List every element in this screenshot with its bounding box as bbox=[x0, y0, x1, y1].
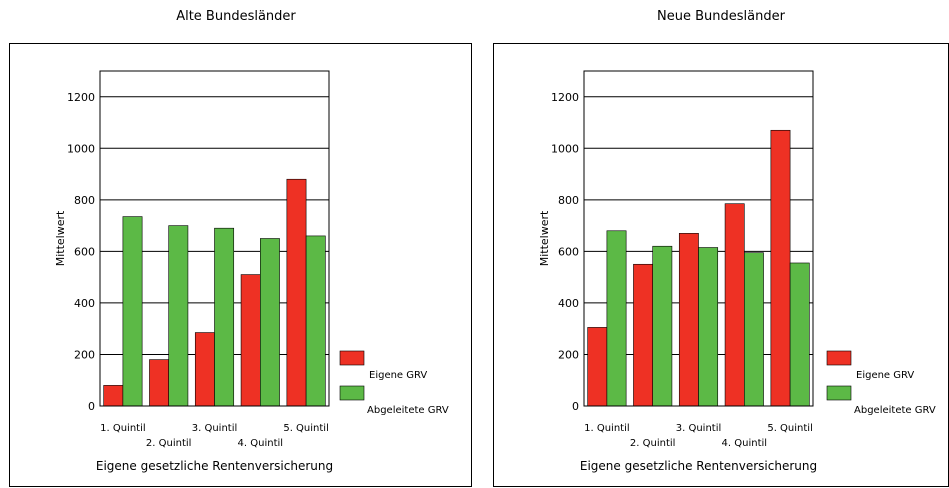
x-tick-label: 4. Quintil bbox=[238, 438, 284, 449]
bar-abgeleitete-grv bbox=[652, 245, 673, 407]
chart-title-right: Neue Bundesländer bbox=[657, 9, 785, 24]
bar-abgeleitete-grv bbox=[305, 235, 326, 407]
chart-panel-left: 0 200 400 600 800 1000 1200 1. Quintil 2. Quinti… bbox=[9, 43, 472, 487]
bar-eigene-grv bbox=[678, 233, 699, 407]
y-tick-label: 200 bbox=[74, 348, 95, 361]
legend-label: Eigene GRV bbox=[369, 370, 427, 381]
y-tick-label: 200 bbox=[558, 348, 579, 361]
y-tick-label: 1000 bbox=[551, 142, 579, 155]
bar-abgeleitete-grv bbox=[168, 225, 189, 407]
x-tick-label: 5. Quintil bbox=[283, 423, 329, 434]
y-axis-label: Mittelwert bbox=[54, 210, 67, 266]
bar-eigene-grv bbox=[633, 263, 654, 407]
x-tick-label: 4. Quintil bbox=[722, 438, 768, 449]
y-axis-label: Mittelwert bbox=[538, 210, 551, 266]
bar-abgeleitete-grv bbox=[214, 227, 235, 407]
x-tick-label: 1. Quintil bbox=[100, 423, 146, 434]
x-axis-label: Eigene gesetzliche Rentenversicherung bbox=[580, 459, 817, 473]
x-tick-label: 2. Quintil bbox=[630, 438, 676, 449]
y-tick-label: 1200 bbox=[551, 91, 579, 104]
x-tick-label: 1. Quintil bbox=[584, 423, 630, 434]
bar-eigene-grv bbox=[149, 359, 170, 407]
bar-abgeleitete-grv bbox=[122, 216, 143, 407]
bar-eigene-grv bbox=[770, 129, 791, 407]
legend-label: Eigene GRV bbox=[856, 370, 914, 381]
bar-abgeleitete-grv bbox=[744, 252, 764, 407]
bar-eigene-grv bbox=[240, 274, 261, 407]
bar-eigene-grv bbox=[103, 385, 124, 407]
legend-swatch bbox=[826, 350, 852, 366]
x-axis-label: Eigene gesetzliche Rentenversicherung bbox=[96, 459, 333, 473]
chart-panel-right: 0 200 400 600 800 1000 1200 1. Quintil 2. Quinti… bbox=[493, 43, 949, 487]
chart-title-left: Alte Bundesländer bbox=[176, 9, 296, 24]
bar-eigene-grv bbox=[587, 327, 608, 407]
legend-swatch bbox=[339, 385, 365, 401]
legend-swatch bbox=[339, 350, 365, 366]
y-tick-label: 400 bbox=[74, 297, 95, 310]
bar-eigene-grv bbox=[724, 203, 745, 407]
bar-abgeleitete-grv bbox=[606, 230, 627, 407]
y-tick-label: 0 bbox=[88, 400, 95, 413]
bar-eigene-grv bbox=[194, 332, 215, 407]
x-tick-label: 2. Quintil bbox=[146, 438, 192, 449]
y-tick-label: 600 bbox=[558, 245, 579, 258]
x-tick-label: 5. Quintil bbox=[767, 423, 813, 434]
legend-label: Abgeleitete GRV bbox=[854, 405, 936, 416]
y-tick-label: 800 bbox=[74, 194, 95, 207]
bar-abgeleitete-grv bbox=[789, 262, 810, 407]
y-tick-label: 400 bbox=[558, 297, 579, 310]
bar-eigene-grv bbox=[286, 178, 307, 407]
x-tick-label: 3. Quintil bbox=[676, 423, 722, 434]
y-tick-label: 1000 bbox=[67, 142, 95, 155]
legend-swatch bbox=[826, 385, 852, 401]
x-tick-label: 3. Quintil bbox=[192, 423, 238, 434]
bar-abgeleitete-grv bbox=[260, 238, 280, 407]
y-tick-label: 0 bbox=[572, 400, 579, 413]
y-tick-label: 800 bbox=[558, 194, 579, 207]
bar-abgeleitete-grv bbox=[698, 247, 719, 407]
legend-label: Abgeleitete GRV bbox=[367, 405, 449, 416]
y-tick-label: 600 bbox=[74, 245, 95, 258]
y-tick-label: 1200 bbox=[67, 91, 95, 104]
